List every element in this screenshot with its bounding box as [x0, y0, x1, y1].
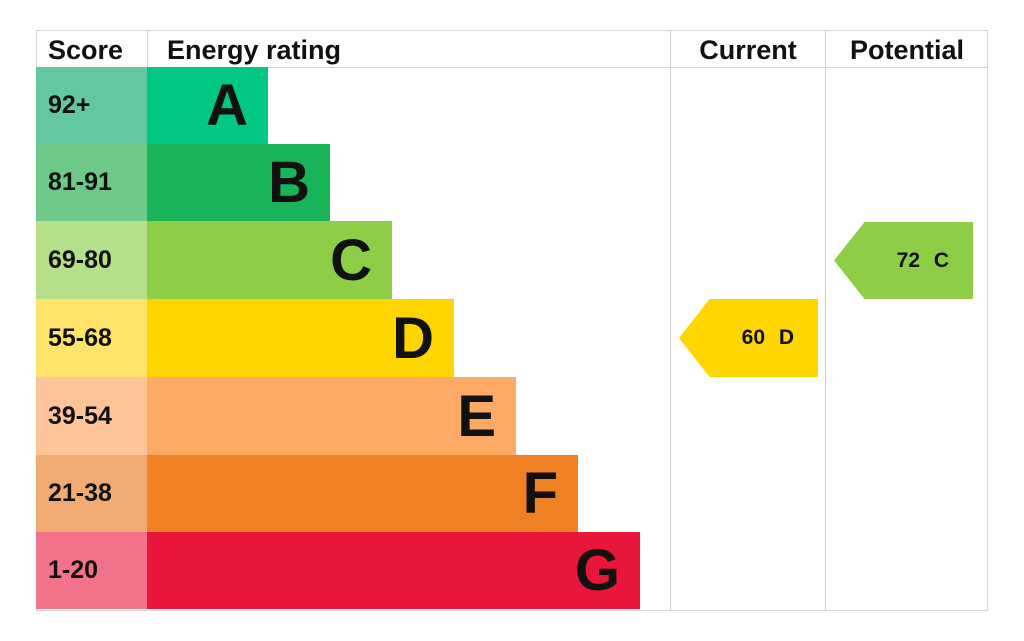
potential-rating-arrow: 72 C: [834, 222, 973, 299]
rating-bar-e: E: [147, 377, 516, 455]
header-energy-rating: Energy rating: [167, 35, 342, 65]
score-range-g: 1-20: [36, 532, 147, 609]
rating-bar-d: D: [147, 299, 454, 377]
score-range-c: 69-80: [36, 221, 147, 299]
rating-bar-f: F: [147, 455, 578, 532]
divider: [825, 30, 826, 611]
score-range-a: 92+: [36, 67, 147, 144]
header-score: Score: [48, 35, 124, 65]
potential-rating-label: 72 C: [896, 248, 949, 272]
rating-bar-a: A: [147, 67, 268, 144]
score-range-b: 81-91: [36, 144, 147, 221]
score-range-f: 21-38: [36, 455, 147, 532]
divider: [147, 30, 148, 67]
rating-bar-g: G: [147, 532, 640, 609]
header-current: Current: [699, 35, 797, 65]
current-rating-label: 60 D: [741, 326, 794, 349]
divider: [670, 30, 671, 611]
rating-bar-b: B: [147, 144, 330, 221]
score-range-d: 55-68: [36, 299, 147, 377]
header-potential: Potential: [849, 35, 964, 65]
current-rating-arrow: 60 D: [679, 299, 818, 377]
score-range-e: 39-54: [36, 377, 147, 455]
rating-bar-c: C: [147, 221, 392, 299]
divider: [36, 67, 988, 68]
